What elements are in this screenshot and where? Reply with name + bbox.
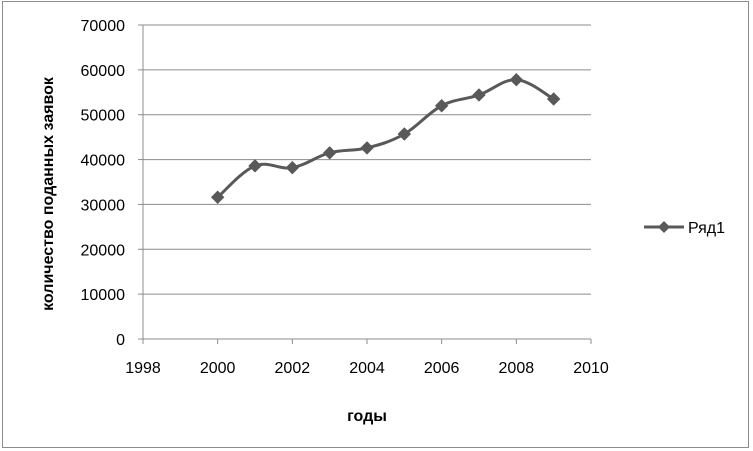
series-group [210, 73, 561, 204]
data-point-2007 [472, 88, 486, 102]
data-point-2008 [509, 73, 524, 87]
y-axis-title: количество поданных заявок [40, 76, 57, 311]
y-tick-label-10000: 10000 [81, 287, 126, 304]
x-tick-label-2010: 2010 [573, 360, 609, 377]
axes [138, 24, 592, 344]
x-tick-label-1998: 1998 [125, 360, 161, 377]
data-point-2003 [322, 146, 337, 160]
legend: Ряд1 [644, 220, 725, 237]
x-tick-label-2004: 2004 [349, 360, 385, 377]
y-tick-label-60000: 60000 [81, 63, 126, 80]
series-line-0 [216, 78, 555, 199]
y-tick-label-70000: 70000 [81, 18, 126, 35]
y-tick-label-40000: 40000 [81, 153, 126, 170]
x-tick-label-2000: 2000 [200, 360, 236, 377]
y-tick-label-0: 0 [116, 332, 125, 349]
y-tick-label-30000: 30000 [81, 197, 126, 214]
x-tick-labels: 1998 2000 2002 2004 2006 2008 2010 [125, 360, 609, 377]
data-point-2000 [210, 190, 225, 204]
data-point-2004 [360, 141, 374, 155]
data-point-2009 [546, 92, 561, 106]
y-tick-labels: 0 10000 20000 30000 40000 50000 60000 70000 [81, 18, 126, 349]
x-tick-label-2006: 2006 [424, 360, 460, 377]
x-tick-label-2002: 2002 [275, 360, 311, 377]
data-point-2005 [397, 127, 412, 141]
x-tick-label-2008: 2008 [499, 360, 535, 377]
line-chart: 0 10000 20000 30000 40000 50000 60000 70000 199… [40, 18, 725, 425]
legend-marker [658, 221, 670, 233]
data-point-2006 [434, 99, 449, 113]
data-point-2001 [248, 159, 262, 173]
axis-titles: количество поданных заявок годы [40, 76, 387, 425]
legend-label: Ряд1 [688, 220, 725, 237]
y-tick-label-20000: 20000 [81, 242, 126, 259]
data-point-2002 [285, 160, 300, 175]
x-axis-title: годы [347, 408, 387, 425]
y-tick-label-50000: 50000 [81, 108, 126, 125]
gridlines [143, 24, 591, 295]
